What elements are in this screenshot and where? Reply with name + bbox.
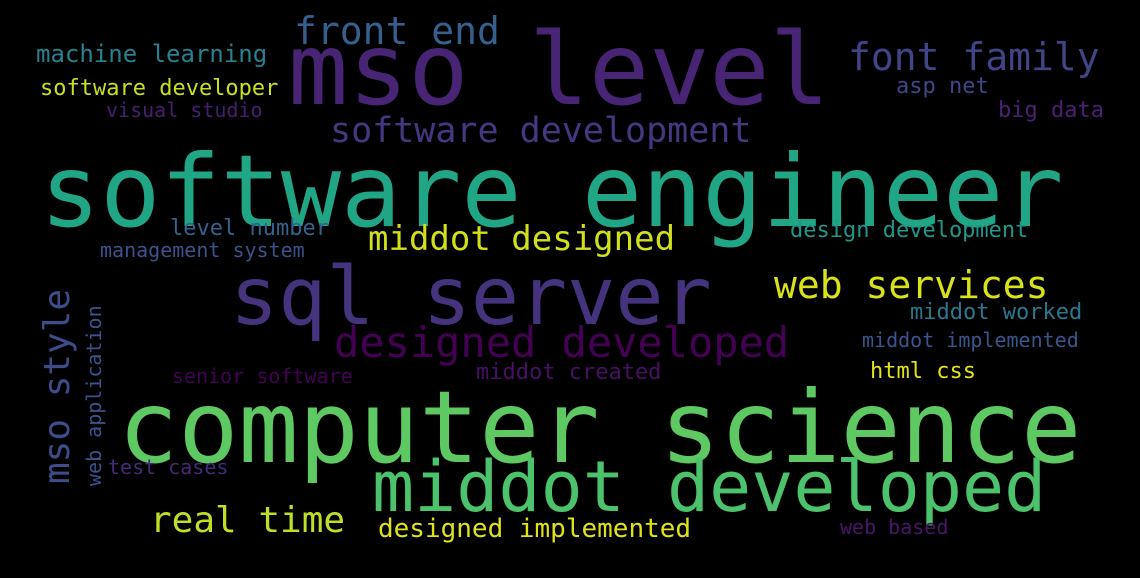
word-sql-server: sql server xyxy=(230,250,712,343)
word-font-family: font family xyxy=(848,35,1100,79)
word-middot-designed: middot designed xyxy=(368,219,676,259)
word-software-development: software development xyxy=(330,111,752,151)
word-mso-style: mso style xyxy=(37,288,78,484)
word-web-services: web services xyxy=(774,263,1049,307)
word-management-system: management system xyxy=(100,238,305,262)
word-web-application: web application xyxy=(82,305,106,486)
word-design-development: design development xyxy=(790,218,1029,243)
word-html-css: html css xyxy=(870,359,976,384)
word-real-time: real time xyxy=(150,500,346,541)
word-senior-software: senior software xyxy=(172,364,353,388)
word-mso-level: mso level xyxy=(288,11,830,128)
word-middot-worked: middot worked xyxy=(910,300,1083,325)
word-asp-net: asp net xyxy=(896,74,989,99)
word-designed-developed: designed developed xyxy=(334,318,790,367)
word-middot-developed: middot developed xyxy=(372,446,1047,528)
word-software-engineer: software engineer xyxy=(40,133,1064,250)
word-designed-implemented: designed implemented xyxy=(378,514,692,544)
word-middot-created: middot created xyxy=(476,360,662,385)
word-big-data: big data xyxy=(998,98,1104,123)
word-computer-science: computer science xyxy=(118,369,1082,486)
word-software-developer: software developer xyxy=(40,76,279,101)
word-middot-implemented: middot implemented xyxy=(862,328,1079,352)
word-front-end: front end xyxy=(294,9,500,53)
word-machine-learning: machine learning xyxy=(36,40,268,68)
word-web-based: web based xyxy=(840,515,949,539)
word-test-cases: test cases xyxy=(108,455,229,479)
word-level-number: level number xyxy=(170,216,329,241)
word-visual-studio: visual studio xyxy=(106,98,263,122)
